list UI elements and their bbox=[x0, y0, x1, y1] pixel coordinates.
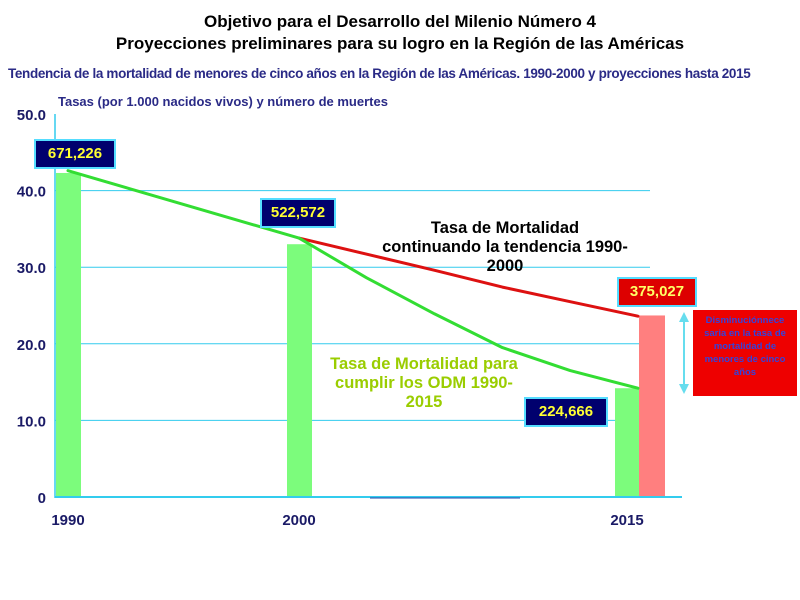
annotation-odm-line2: cumplir los ODM 1990- bbox=[335, 374, 513, 392]
x-tick-label-2000: 2000 bbox=[282, 512, 315, 529]
chart-subtitle: Tendencia de la mortalidad de menores de… bbox=[8, 66, 751, 81]
chart-title-line1: Objetivo para el Desarrollo del Milenio … bbox=[203, 12, 597, 31]
annotation-odm-line3: 2015 bbox=[405, 393, 443, 411]
y-tick-label: 30.0 bbox=[17, 260, 46, 277]
decrease-arrow-head-top bbox=[679, 312, 689, 322]
y-tick-label: 10.0 bbox=[17, 413, 46, 430]
data-label-2000: 522,572 bbox=[260, 198, 336, 228]
y-tick-label: 20.0 bbox=[17, 337, 46, 354]
reduction-note: Disminuciónnece saria en la tasa de mort… bbox=[693, 310, 797, 396]
y-tick-label: 0 bbox=[38, 490, 46, 507]
chart-title-line2: Proyecciones preliminares para su logro … bbox=[115, 34, 685, 53]
data-label-1990: 671,226 bbox=[34, 139, 116, 169]
y-tick-label: 50.0 bbox=[17, 107, 46, 124]
annotation-trend: Tasa de Mortalidad continuando la tenden… bbox=[360, 219, 650, 276]
y-tick-label: 40.0 bbox=[17, 184, 46, 201]
annotation-trend-line3: 2000 bbox=[486, 257, 524, 275]
annotation-odm: Tasa de Mortalidad para cumplir los ODM … bbox=[316, 355, 532, 412]
x-tick-label-1990: 1990 bbox=[51, 512, 84, 529]
annotation-trend-line2: continuando la tendencia 1990- bbox=[382, 238, 628, 256]
bar-2015-green bbox=[615, 388, 639, 497]
annotation-trend-line1: Tasa de Mortalidad bbox=[430, 219, 580, 237]
decrease-arrow-head-bottom bbox=[679, 384, 689, 394]
bar-2000-green bbox=[287, 244, 312, 497]
series-line-green bbox=[66, 169, 640, 390]
bar-2015-red bbox=[639, 315, 665, 497]
annotation-odm-line1: Tasa de Mortalidad para bbox=[330, 355, 518, 373]
y-axis-label: Tasas (por 1.000 nacidos vivos) y número… bbox=[58, 94, 388, 109]
x-tick-label-2015: 2015 bbox=[610, 512, 643, 529]
series-line-red bbox=[297, 236, 640, 318]
bar-1990-green bbox=[56, 172, 81, 497]
data-label-2015-trend: 375,027 bbox=[617, 277, 697, 307]
data-label-2015-odm: 224,666 bbox=[524, 397, 608, 427]
